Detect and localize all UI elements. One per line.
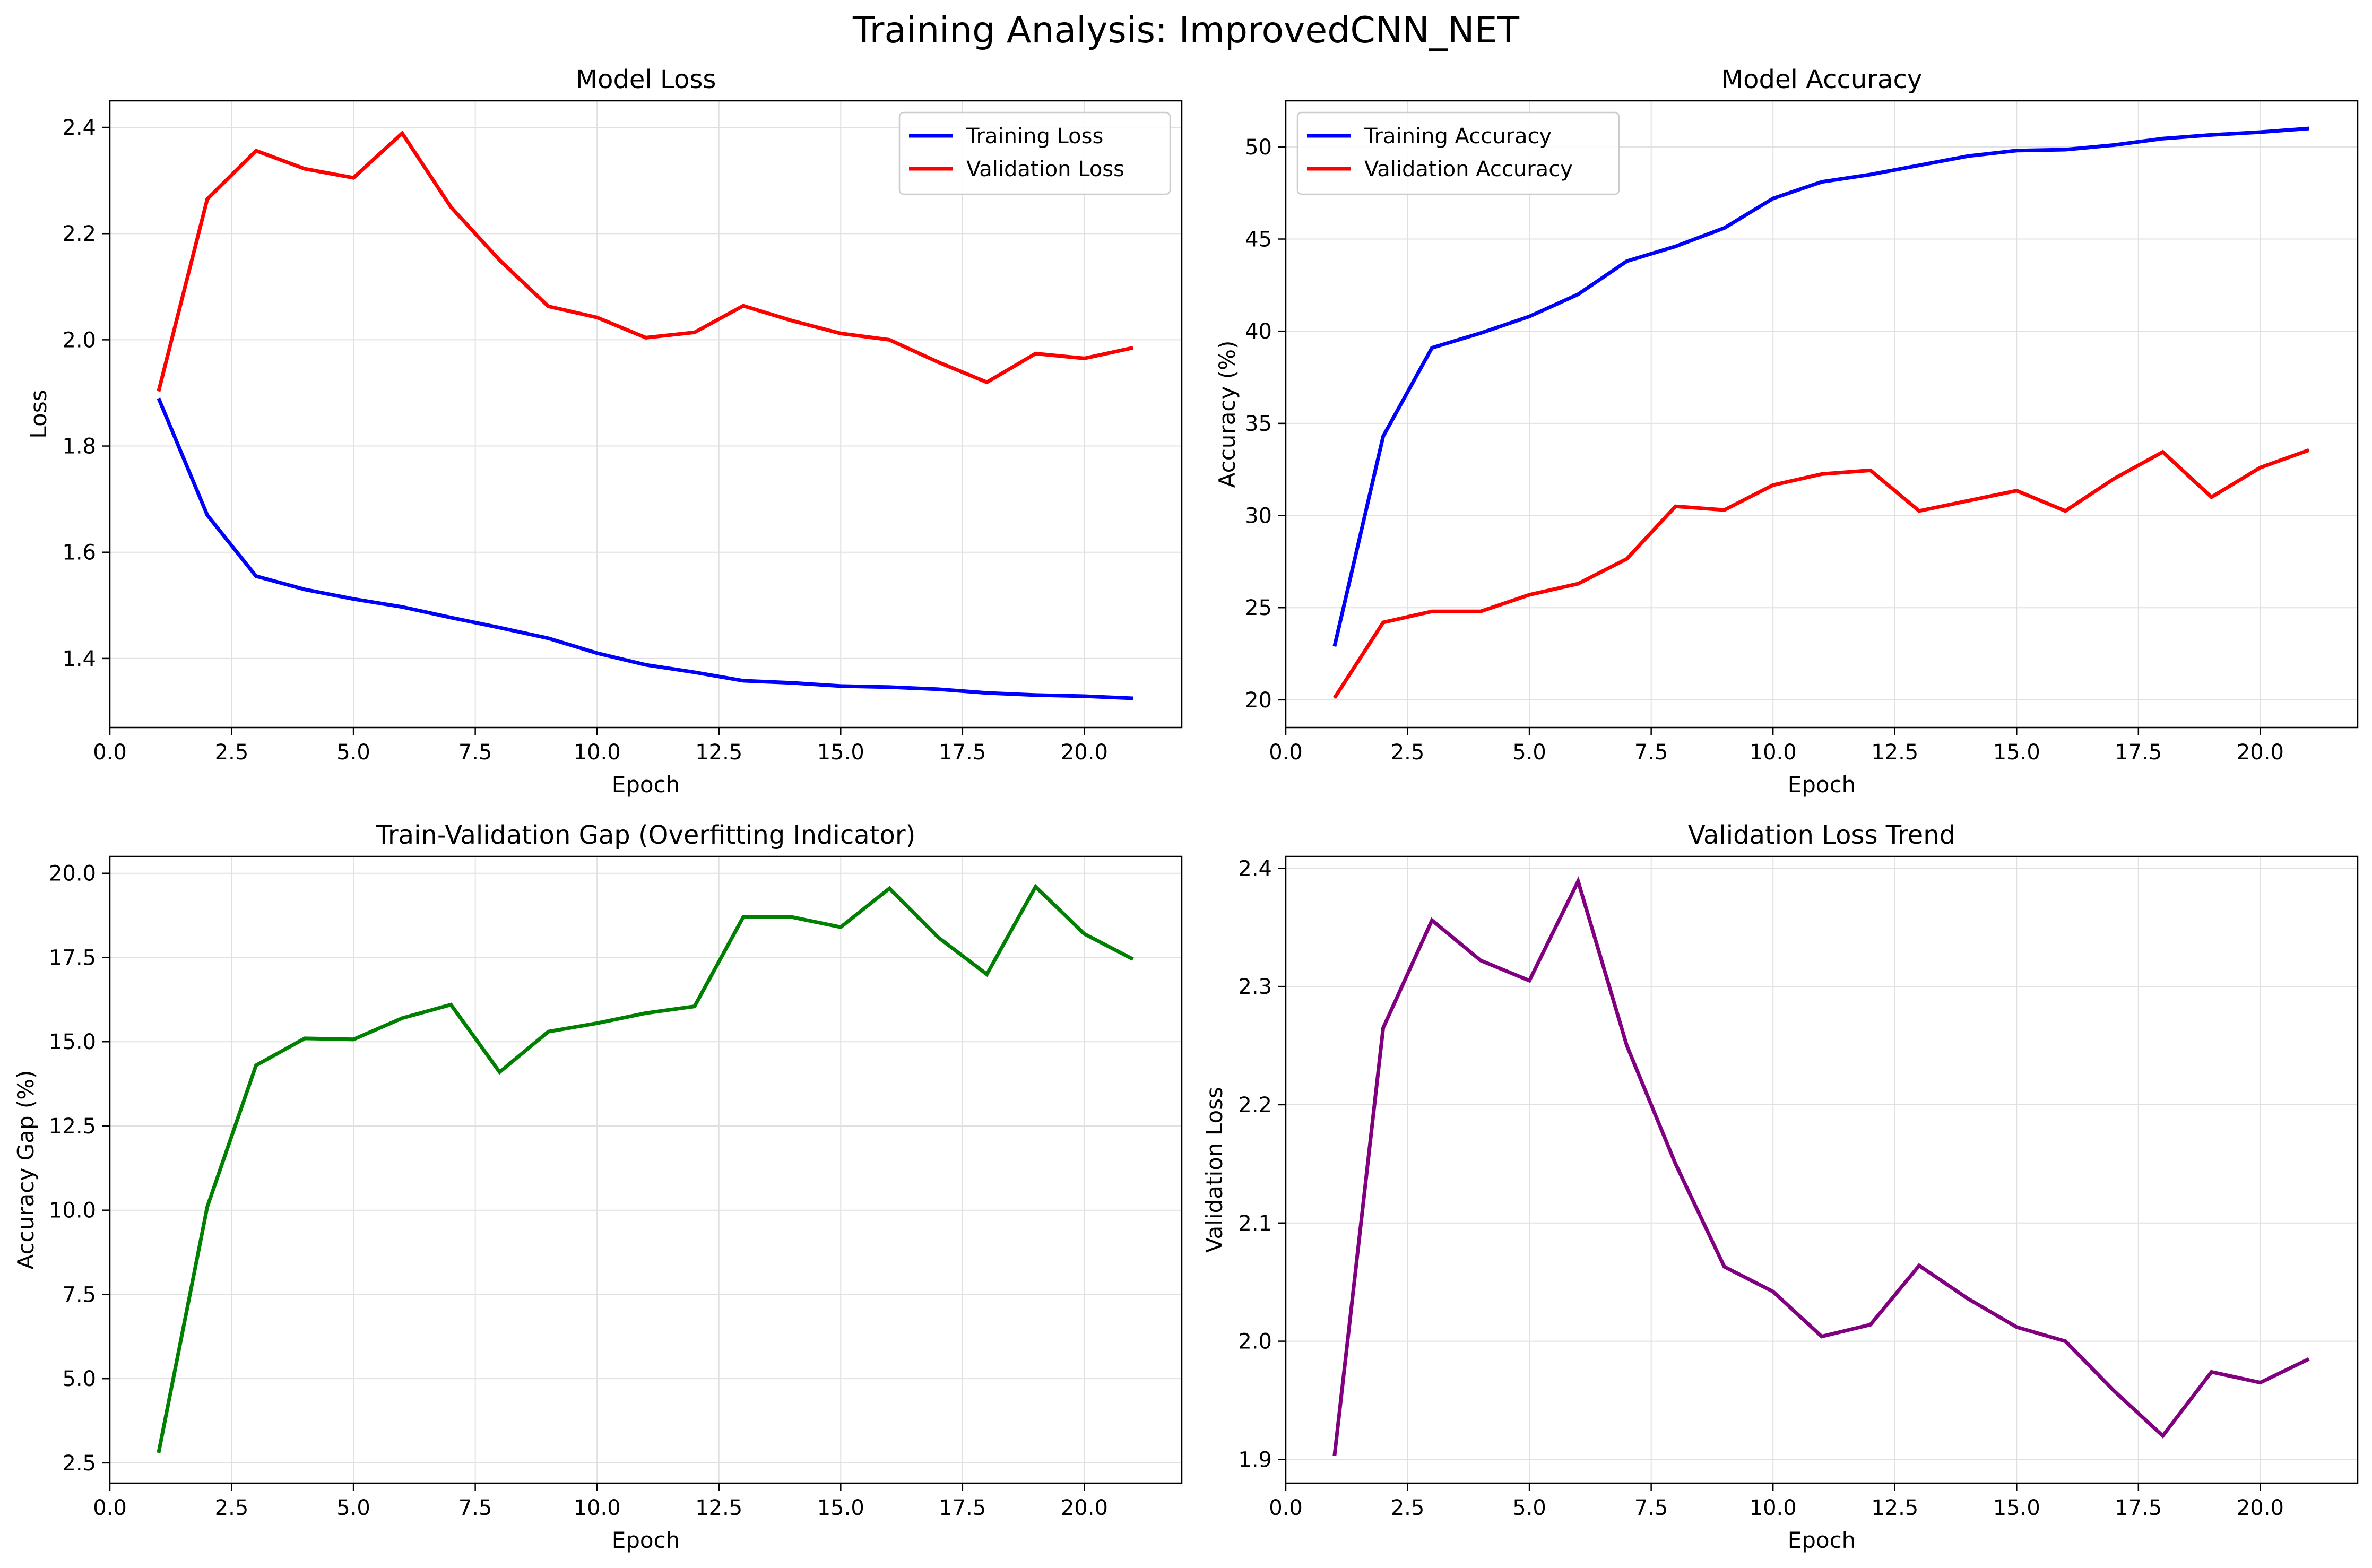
x-tick-label: 10.0 [574, 740, 621, 765]
x-tick-label: 0.0 [1269, 740, 1303, 765]
x-tick-label: 7.5 [1634, 1496, 1668, 1520]
x-tick-label: 15.0 [1993, 740, 2040, 765]
legend: Training Accuracy Validation Accuracy [1296, 111, 1620, 195]
x-tick-label: 15.0 [1993, 1496, 2040, 1520]
series-line-0 [157, 883, 1134, 1453]
x-tick-label: 20.0 [1061, 1496, 1108, 1520]
y-tick-label: 1.6 [62, 541, 96, 565]
x-tick-label: 10.0 [574, 1496, 621, 1520]
x-tick-label: 12.5 [695, 740, 742, 765]
y-tick-label: 10.0 [49, 1199, 96, 1223]
y-tick-label: 2.4 [62, 116, 96, 140]
x-tick-label: 12.5 [695, 1496, 742, 1520]
y-tick-label: 35 [1245, 412, 1272, 436]
y-axis-label: Accuracy (%) [1214, 341, 1240, 488]
figure-title: Training Analysis: ImprovedCNN_NET [853, 10, 1519, 51]
y-axis-label: Loss [25, 389, 51, 438]
chart-title: Model Accuracy [1721, 65, 1923, 94]
x-tick-label: 2.5 [1391, 740, 1425, 765]
axes-frame [109, 855, 1183, 1484]
legend-box [898, 111, 1171, 195]
axes-frame [1285, 100, 2359, 729]
y-tick-label: 17.5 [49, 946, 96, 970]
x-tick-label: 12.5 [1871, 1496, 1918, 1520]
x-tick-label: 15.0 [817, 740, 864, 765]
legend-entry: Validation Loss [966, 157, 1124, 181]
y-tick-label: 45 [1245, 228, 1272, 252]
y-tick-label: 15.0 [49, 1030, 96, 1054]
series-line-validation-loss [157, 130, 1133, 392]
y-tick-label: 1.9 [1238, 1448, 1272, 1472]
x-tick-label: 2.5 [1391, 1496, 1425, 1520]
x-tick-label: 2.5 [215, 740, 249, 765]
x-tick-label: 7.5 [458, 1496, 492, 1520]
y-tick-label: 50 [1245, 135, 1272, 160]
chart-title: Train-Validation Gap (Overfitting Indica… [376, 820, 916, 850]
x-tick-label: 7.5 [458, 740, 492, 765]
y-tick-label: 40 [1245, 319, 1272, 344]
x-tick-label: 17.5 [939, 1496, 986, 1520]
x-tick-label: 20.0 [2237, 740, 2284, 765]
y-tick-label: 20.0 [49, 862, 96, 886]
legend-entry: Training Accuracy [1364, 124, 1552, 149]
chart-title: Model Loss [576, 65, 716, 94]
x-tick-label: 5.0 [336, 1496, 370, 1520]
x-tick-label: 12.5 [1871, 740, 1918, 765]
y-tick-label: 20 [1245, 688, 1272, 713]
x-tick-label: 17.5 [939, 740, 986, 765]
y-tick-label: 2.4 [1238, 856, 1272, 881]
x-axis-label: Epoch [612, 1527, 680, 1553]
x-tick-label: 15.0 [817, 1496, 864, 1520]
y-tick-label: 2.1 [1238, 1211, 1272, 1236]
y-tick-label: 2.3 [1238, 975, 1272, 999]
series-line-validation-accuracy [1332, 448, 2310, 699]
x-tick-label: 7.5 [1634, 740, 1668, 765]
y-tick-label: 2.5 [62, 1451, 96, 1476]
legend: Training Loss Validation Loss [898, 111, 1171, 195]
x-tick-label: 0.0 [1269, 1496, 1303, 1520]
legend-box [1296, 111, 1620, 195]
axes-frame [1285, 855, 2359, 1484]
x-axis-label: Epoch [1788, 1527, 1856, 1553]
y-tick-label: 7.5 [62, 1283, 96, 1307]
x-tick-label: 5.0 [1512, 1496, 1546, 1520]
series-line-0 [1332, 876, 2310, 1457]
x-axis-label: Epoch [612, 772, 680, 798]
x-tick-label: 17.5 [2115, 1496, 2162, 1520]
x-tick-label: 10.0 [1750, 740, 1797, 765]
y-tick-label: 1.4 [62, 647, 96, 671]
y-tick-label: 2.2 [1238, 1093, 1272, 1117]
y-tick-label: 12.5 [49, 1114, 96, 1139]
y-tick-label: 25 [1245, 596, 1272, 620]
x-tick-label: 17.5 [2115, 740, 2162, 765]
x-tick-label: 20.0 [1061, 740, 1108, 765]
x-tick-label: 2.5 [215, 1496, 249, 1520]
x-tick-label: 5.0 [1512, 740, 1546, 765]
chart-title: Validation Loss Trend [1688, 820, 1955, 850]
series-line-training-accuracy [1332, 126, 2309, 647]
y-tick-label: 2.2 [62, 222, 96, 246]
y-axis-label: Validation Loss [1201, 1087, 1227, 1253]
x-tick-label: 20.0 [2237, 1496, 2284, 1520]
x-tick-label: 0.0 [93, 1496, 127, 1520]
x-tick-label: 0.0 [93, 740, 127, 765]
y-tick-label: 2.0 [1238, 1330, 1272, 1354]
y-tick-label: 30 [1245, 504, 1272, 529]
axes-frame [109, 100, 1183, 729]
series-line-training-loss [157, 397, 1133, 700]
x-tick-label: 5.0 [336, 740, 370, 765]
legend-entry: Validation Accuracy [1364, 157, 1573, 181]
y-tick-label: 5.0 [62, 1367, 96, 1391]
x-tick-label: 10.0 [1750, 1496, 1797, 1520]
y-tick-label: 2.0 [62, 328, 96, 352]
y-tick-label: 1.8 [62, 435, 96, 459]
legend-entry: Training Loss [966, 124, 1103, 149]
y-axis-label: Accuracy Gap (%) [13, 1070, 39, 1269]
x-axis-label: Epoch [1788, 772, 1856, 798]
